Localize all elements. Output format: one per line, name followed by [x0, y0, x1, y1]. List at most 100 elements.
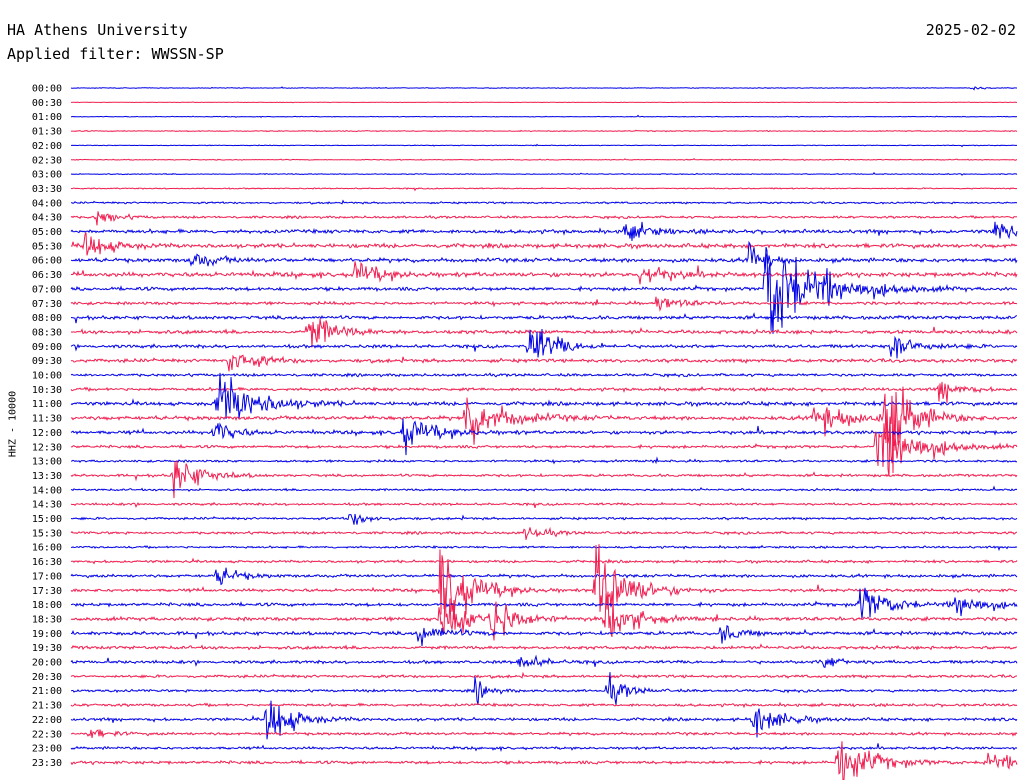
trace-line-1730	[70, 544, 1018, 620]
time-tick-label: 06:00	[32, 256, 62, 267]
time-tick-label: 05:30	[32, 241, 62, 252]
trace-line-1830	[70, 587, 1018, 641]
time-tick-label: 21:30	[32, 701, 62, 712]
trace-line-0100	[70, 114, 1018, 118]
time-tick-label: 12:30	[32, 442, 62, 453]
filter-label: Applied filter: WWSSN-SP	[7, 45, 224, 63]
time-tick-label: 02:30	[32, 155, 62, 166]
trace-line-1000	[70, 372, 1018, 378]
trace-line-2300	[70, 743, 1018, 752]
trace-line-0030	[70, 101, 1017, 104]
time-tick-label: 22:30	[32, 729, 62, 740]
trace-line-0900	[70, 328, 1018, 359]
time-tick-label: 05:00	[32, 227, 62, 238]
time-tick-label: 18:00	[32, 600, 62, 611]
trace-line-1530	[70, 526, 1018, 540]
time-tick-label: 13:30	[32, 471, 62, 482]
trace-line-1200	[70, 418, 1017, 456]
time-tick-label: 04:00	[32, 198, 62, 209]
trace-line-2000	[70, 654, 1018, 668]
time-tick-label: 10:30	[32, 385, 62, 396]
time-tick-label: 03:00	[32, 170, 62, 181]
trace-line-0200	[71, 143, 1017, 148]
time-tick-label: 19:00	[32, 629, 62, 640]
date-label: 2025-02-02	[925, 21, 1016, 39]
trace-line-1400	[70, 485, 1018, 492]
trace-line-0000	[70, 86, 1017, 91]
time-tick-label: 01:00	[32, 112, 62, 123]
time-tick-label: 20:00	[32, 658, 62, 669]
trace-line-1100	[70, 372, 1018, 420]
trace-line-0930	[70, 354, 1018, 372]
trace-line-0230	[71, 158, 1018, 161]
trace-line-2100	[70, 672, 1018, 706]
time-tick-label: 16:00	[32, 543, 62, 554]
time-tick-label: 11:00	[32, 399, 62, 410]
trace-line-1930	[70, 643, 1018, 651]
trace-line-0430	[70, 211, 1018, 226]
trace-line-0530	[70, 232, 1018, 256]
time-tick-label: 16:30	[32, 557, 62, 568]
time-tick-label: 06:30	[32, 270, 62, 281]
time-tick-label: 09:00	[32, 342, 62, 353]
time-tick-label: 14:00	[32, 485, 62, 496]
trace-line-2030	[70, 671, 1017, 680]
trace-line-2230	[70, 729, 1018, 739]
time-tick-label: 00:30	[32, 98, 62, 109]
time-tick-label: 20:30	[32, 672, 62, 683]
trace-line-0630	[70, 261, 1018, 285]
trace-line-2130	[70, 701, 1018, 709]
trace-line-1430	[70, 501, 1018, 509]
trace-line-0830	[70, 318, 1018, 348]
trace-line-1230	[70, 409, 1018, 477]
trace-line-1700	[70, 567, 1018, 586]
trace-line-1600	[70, 544, 1018, 552]
time-tick-label: 11:30	[32, 414, 62, 425]
trace-line-0730	[70, 296, 1018, 312]
time-tick-label: 17:00	[32, 571, 62, 582]
trace-line-0600	[70, 240, 1018, 274]
time-tick-label: 18:30	[32, 614, 62, 625]
time-tick-label: 15:30	[32, 528, 62, 539]
time-tick-label: 08:30	[32, 327, 62, 338]
trace-line-2200	[70, 700, 1018, 740]
time-tick-label: 21:00	[32, 686, 62, 697]
time-tick-label: 02:00	[32, 141, 62, 152]
trace-line-0330	[70, 187, 1018, 192]
time-tick-label: 13:00	[32, 457, 62, 468]
time-tick-label: 23:00	[32, 744, 62, 755]
time-tick-label: 10:00	[32, 371, 62, 382]
time-tick-label: 23:30	[32, 758, 62, 769]
time-tick-label: 15:00	[32, 514, 62, 525]
trace-line-1800	[70, 587, 1018, 619]
trace-line-0800	[70, 312, 1018, 324]
chart-header: HA Athens University Applied filter: WWS…	[7, 18, 224, 66]
time-tick-label: 07:00	[32, 284, 62, 295]
time-tick-label: 03:30	[32, 184, 62, 195]
trace-line-2330	[70, 741, 1018, 780]
trace-line-1330	[70, 460, 1018, 499]
time-tick-label: 04:30	[32, 213, 62, 224]
trace-line-0500	[70, 221, 1018, 241]
time-tick-label: 07:30	[32, 299, 62, 310]
trace-line-1300	[70, 456, 1018, 465]
time-tick-label: 01:30	[32, 127, 62, 138]
time-tick-label: 14:30	[32, 500, 62, 511]
trace-line-1030	[70, 381, 1018, 403]
trace-line-1500	[70, 513, 1018, 525]
time-tick-label: 12:00	[32, 428, 62, 439]
trace-line-0400	[71, 199, 1018, 205]
station-title: HA Athens University	[7, 21, 188, 39]
time-tick-label: 19:30	[32, 643, 62, 654]
time-label-layer: 00:00 00:30 01:00 01:30 02:00 02:30 03:00 03:30…	[32, 84, 62, 769]
trace-line-1630	[70, 557, 1018, 565]
trace-layer	[70, 86, 1018, 780]
trace-line-1900	[70, 624, 1018, 646]
time-tick-label: 08:00	[32, 313, 62, 324]
time-tick-label: 17:30	[32, 586, 62, 597]
trace-line-0700	[70, 246, 1018, 334]
time-tick-label: 09:30	[32, 356, 62, 367]
trace-line-0130	[71, 129, 1018, 133]
trace-line-1130	[70, 386, 1018, 474]
